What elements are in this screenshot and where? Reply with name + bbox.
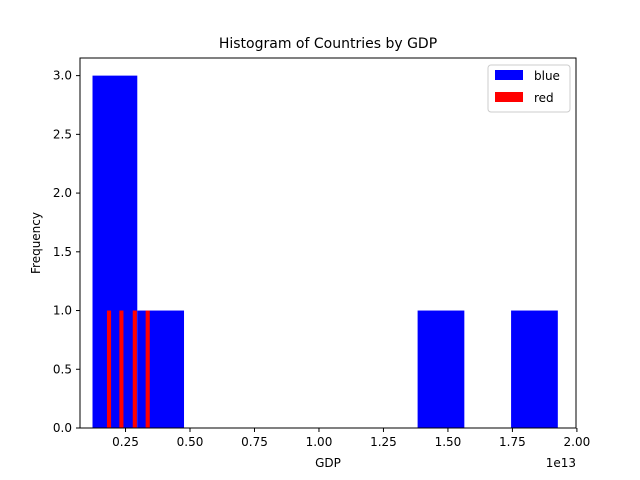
legend-label-blue: blue	[534, 69, 560, 83]
bar-blue-1	[137, 310, 185, 428]
bars-layer	[92, 75, 558, 428]
bar-red-2	[132, 310, 137, 428]
y-tick-label: 0.5	[53, 362, 72, 376]
bar-blue-2	[417, 310, 465, 428]
x-tick-label: 0.50	[177, 435, 204, 449]
bar-red-0	[106, 310, 112, 428]
plot-frame	[79, 57, 577, 429]
x-tick-label: 1.00	[306, 435, 333, 449]
legend: blue red	[487, 64, 571, 113]
x-tick-label: 2.00	[564, 435, 591, 449]
x-axis-label: GDP	[315, 456, 341, 470]
bar-blue-0	[92, 75, 138, 428]
x-tick-label: 1.25	[370, 435, 397, 449]
y-tick-label: 3.0	[53, 69, 72, 83]
y-tick-label: 2.0	[53, 186, 72, 200]
chart-title: Histogram of Countries by GDP	[219, 36, 437, 52]
x-tick-label: 1.75	[499, 435, 526, 449]
bar-red-1	[119, 310, 124, 428]
legend-label-red: red	[534, 91, 554, 105]
bar-blue-3	[511, 310, 558, 428]
legend-swatch-red	[495, 92, 523, 102]
y-tick-label: 1.0	[53, 304, 72, 318]
x-axis: 0.25 0.50 0.75 1.00 1.25 1.50 1.75 2.00	[112, 428, 590, 449]
legend-swatch-blue	[495, 70, 523, 80]
bar-red-3	[145, 310, 150, 428]
y-axis-label: Frequency	[29, 212, 43, 274]
y-axis: 0.0 0.5 1.0 1.5 2.0 2.5 3.0	[53, 69, 80, 435]
x-tick-label: 1.50	[435, 435, 462, 449]
y-tick-label: 0.0	[53, 421, 72, 435]
y-tick-label: 2.5	[53, 127, 72, 141]
y-tick-label: 1.5	[53, 245, 72, 259]
x-tick-label: 0.25	[112, 435, 139, 449]
x-tick-label: 0.75	[241, 435, 268, 449]
x-axis-offset-label: 1e13	[546, 456, 576, 470]
